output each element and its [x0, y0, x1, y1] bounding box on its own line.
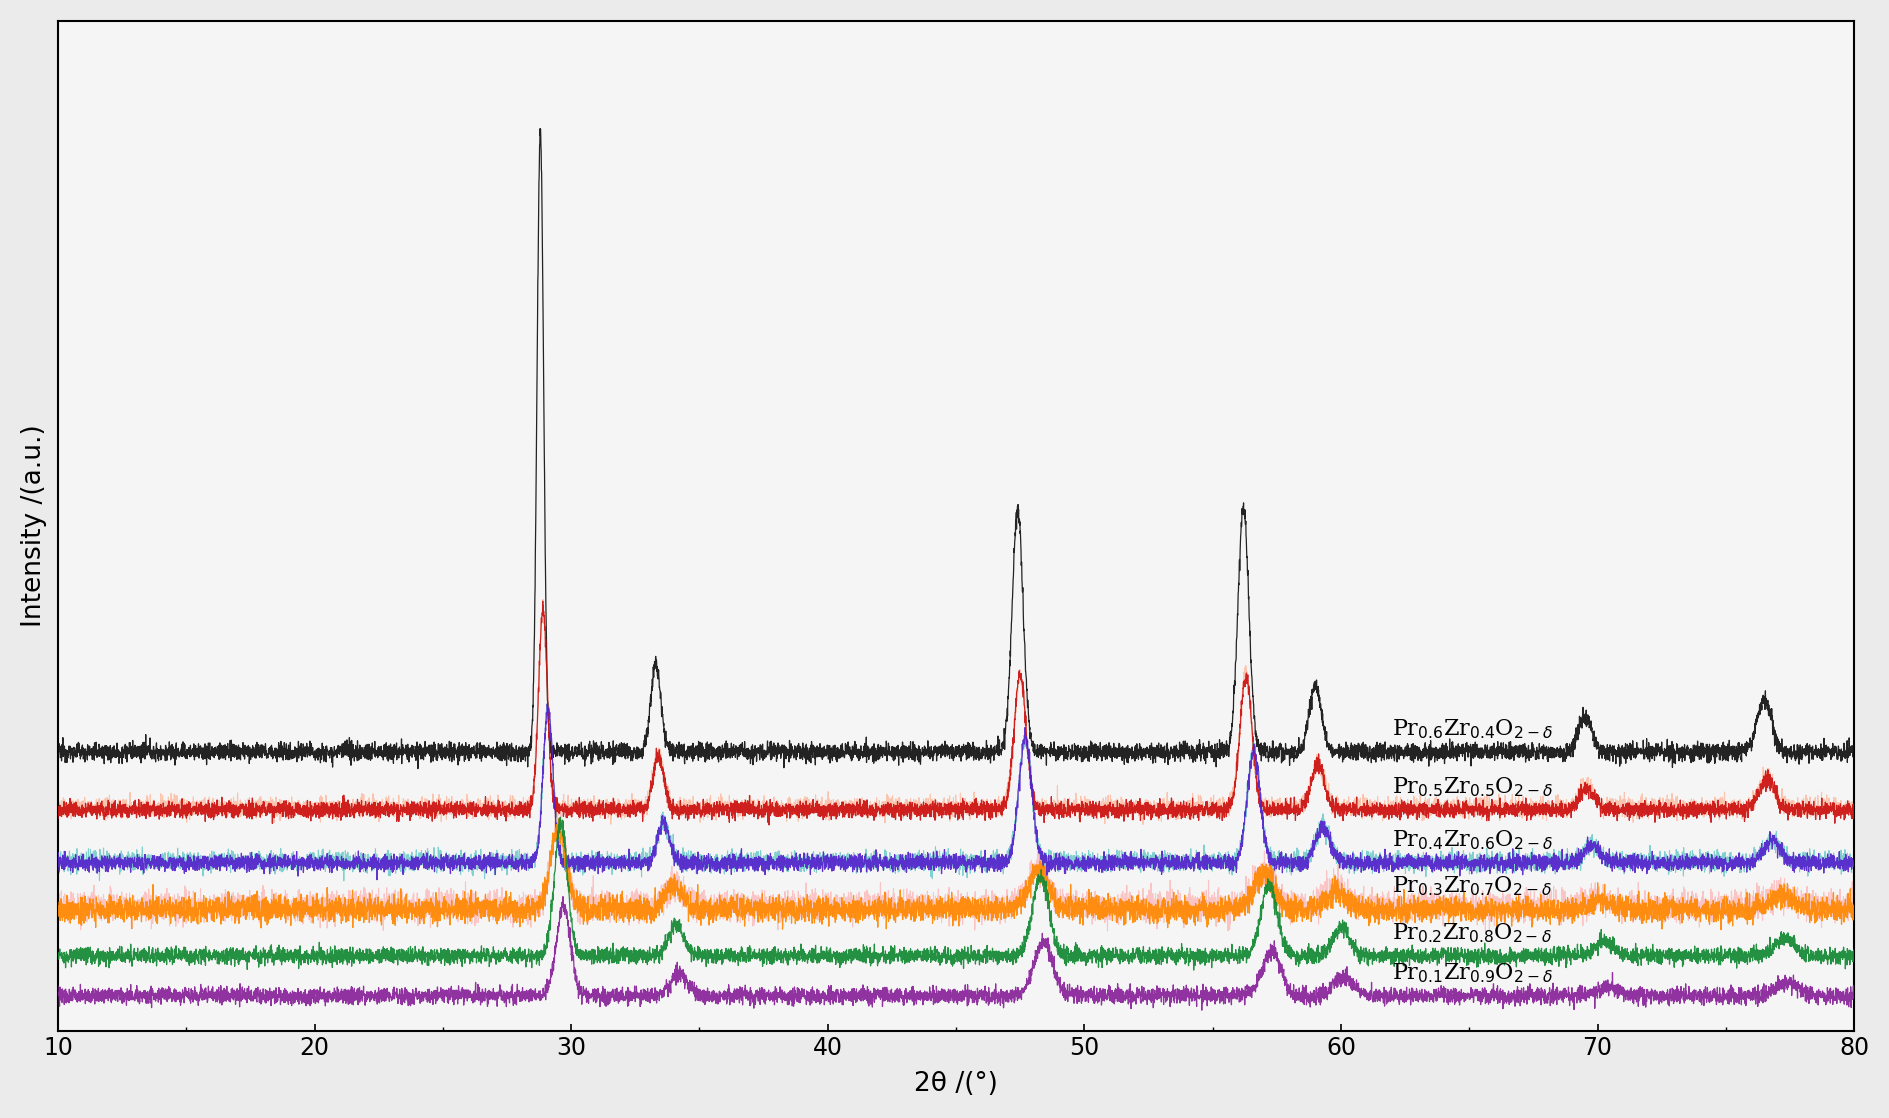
Text: Pr$_{0.4}$Zr$_{0.6}$O$_{2-\delta}$: Pr$_{0.4}$Zr$_{0.6}$O$_{2-\delta}$: [1392, 828, 1553, 852]
Text: Pr$_{0.3}$Zr$_{0.7}$O$_{2-\delta}$: Pr$_{0.3}$Zr$_{0.7}$O$_{2-\delta}$: [1392, 874, 1551, 898]
Text: Pr$_{0.1}$Zr$_{0.9}$O$_{2-\delta}$: Pr$_{0.1}$Zr$_{0.9}$O$_{2-\delta}$: [1392, 961, 1553, 985]
Y-axis label: Intensity /(a.u.): Intensity /(a.u.): [21, 425, 47, 627]
X-axis label: 2θ /(°): 2θ /(°): [914, 1071, 997, 1097]
Text: Pr$_{0.5}$Zr$_{0.5}$O$_{2-\delta}$: Pr$_{0.5}$Zr$_{0.5}$O$_{2-\delta}$: [1392, 775, 1553, 798]
Text: Pr$_{0.6}$Zr$_{0.4}$O$_{2-\delta}$: Pr$_{0.6}$Zr$_{0.4}$O$_{2-\delta}$: [1392, 718, 1553, 741]
Text: Pr$_{0.2}$Zr$_{0.8}$O$_{2-\delta}$: Pr$_{0.2}$Zr$_{0.8}$O$_{2-\delta}$: [1392, 921, 1551, 945]
